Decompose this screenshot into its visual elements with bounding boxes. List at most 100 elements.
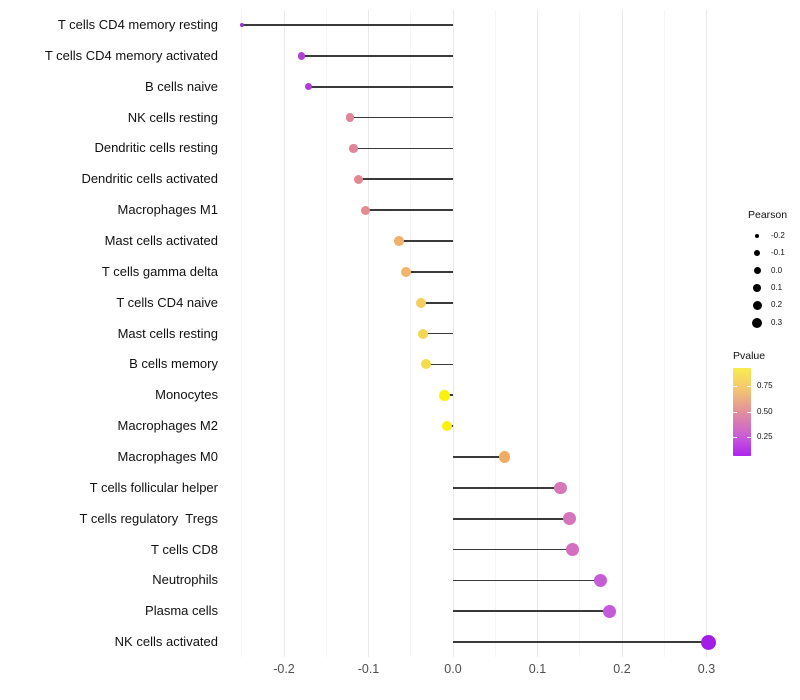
- x-tick-label: 0.0: [444, 662, 462, 676]
- lollipop-dot: [345, 113, 355, 122]
- y-axis-label: Dendritic cells activated: [81, 171, 218, 187]
- colorbar-tick: [747, 412, 751, 413]
- y-axis-label: T cells regulatory Tregs: [79, 510, 218, 526]
- lollipop-dot: [415, 297, 426, 308]
- y-axis-label: T cells gamma delta: [101, 263, 218, 279]
- y-axis-label: T cells CD8: [151, 541, 218, 557]
- y-axis-label: Monocytes: [155, 387, 218, 403]
- colorbar-tick: [733, 385, 737, 387]
- lollipop-dot: [400, 266, 411, 277]
- lollipop-stem: [453, 579, 601, 582]
- lollipop-dot: [602, 604, 617, 619]
- y-axis-label: Macrophages M2: [117, 418, 218, 434]
- lollipop-dot: [441, 420, 453, 432]
- minor-gridline: [494, 10, 496, 657]
- lollipop-stem: [420, 301, 453, 304]
- size-legend-dot: [753, 283, 761, 292]
- minor-gridline: [579, 10, 581, 657]
- lollipop-dot: [418, 328, 429, 339]
- minor-gridline: [663, 10, 665, 657]
- x-tick-label: 0.1: [528, 662, 547, 676]
- lollipop-stem: [425, 363, 453, 366]
- lollipop-stem: [453, 487, 561, 489]
- y-axis-label: Macrophages M1: [117, 202, 218, 218]
- lollipop-stem: [358, 178, 453, 181]
- y-axis-label: Mast cells resting: [117, 325, 218, 341]
- major-gridline: [621, 10, 623, 657]
- major-gridline: [283, 10, 285, 657]
- y-axis-label: T cells CD4 memory activated: [44, 47, 218, 63]
- color-legend-title: Pvalue: [733, 350, 766, 362]
- lollipop-dot: [566, 543, 580, 557]
- lollipop-dot: [394, 236, 404, 246]
- x-tick-label: 0.2: [613, 662, 631, 676]
- minor-gridline: [325, 10, 327, 657]
- major-gridline: [706, 10, 707, 657]
- lollipop-dot: [593, 573, 607, 587]
- lollipop-dot: [563, 512, 577, 526]
- lollipop-stem: [423, 332, 453, 335]
- color-legend-label: 0.50: [757, 407, 773, 416]
- lollipop-stem: [349, 116, 453, 119]
- lollipop-dot: [239, 22, 244, 28]
- size-legend-label: -0.2: [771, 231, 785, 240]
- lollipop-dot: [297, 52, 306, 60]
- major-gridline: [368, 10, 369, 657]
- colorbar-tick: [747, 436, 751, 438]
- size-legend-title: Pearson: [748, 209, 788, 221]
- x-tick-label: -0.1: [357, 662, 380, 676]
- lollipop-dot: [700, 634, 716, 650]
- lollipop-dot: [554, 481, 567, 495]
- lollipop-stem: [398, 240, 453, 242]
- lollipop-stem: [301, 55, 453, 57]
- minor-gridline: [241, 10, 243, 657]
- y-axis-label: Dendritic cells resting: [94, 140, 218, 156]
- size-legend-label: 0.2: [771, 300, 783, 310]
- lollipop-dot: [360, 205, 370, 215]
- size-legend-label: -0.1: [771, 248, 785, 258]
- lollipop-dot: [439, 390, 450, 401]
- x-tick-label: 0.3: [697, 662, 716, 676]
- y-axis-label: Mast cells activated: [104, 232, 218, 248]
- lollipop-dot: [349, 144, 358, 153]
- y-axis-label: Neutrophils: [152, 572, 218, 588]
- lollipop-dot: [353, 174, 363, 184]
- y-axis-label: T cells CD4 memory resting: [57, 17, 218, 32]
- colorbar-tick: [733, 436, 737, 438]
- lollipop-stem: [453, 548, 573, 551]
- y-axis-label: Plasma cells: [145, 603, 218, 619]
- x-tick-label: -0.2: [273, 662, 295, 676]
- y-axis-label: NK cells resting: [127, 109, 218, 125]
- lollipop-stem: [453, 456, 505, 458]
- major-gridline: [537, 10, 538, 657]
- y-axis-label: NK cells activated: [114, 634, 218, 650]
- lollipop-dot: [304, 82, 313, 91]
- lollipop-stem: [453, 610, 610, 613]
- lollipop-stem: [405, 271, 453, 273]
- size-legend-label: 0.1: [771, 282, 783, 292]
- lollipop-stem: [365, 209, 453, 211]
- size-legend-dot: [752, 300, 762, 310]
- minor-gridline: [410, 10, 412, 657]
- lollipop-stem: [453, 641, 709, 643]
- size-legend-label: 0.3: [771, 317, 783, 327]
- y-axis-label: B cells memory: [129, 356, 218, 372]
- size-legend-dot: [754, 250, 760, 257]
- y-axis-label: B cells naive: [145, 78, 218, 94]
- lollipop-dot: [498, 451, 511, 463]
- size-legend-dot: [752, 317, 762, 328]
- colorbar-tick: [733, 412, 737, 413]
- size-legend-dot: [754, 233, 760, 239]
- lollipop-dot: [420, 359, 431, 370]
- pvalue-colorbar: [733, 368, 751, 456]
- y-axis-label: Macrophages M0: [117, 448, 218, 464]
- y-axis-label: T cells follicular helper: [89, 479, 218, 495]
- colorbar-tick: [747, 385, 751, 387]
- lollipop-stem: [308, 85, 453, 88]
- plot-panel: [225, 10, 718, 657]
- lollipop-stem: [453, 517, 570, 520]
- color-legend-label: 0.25: [757, 431, 773, 441]
- lollipop-stem: [353, 147, 453, 150]
- size-legend-label: 0.0: [771, 265, 783, 275]
